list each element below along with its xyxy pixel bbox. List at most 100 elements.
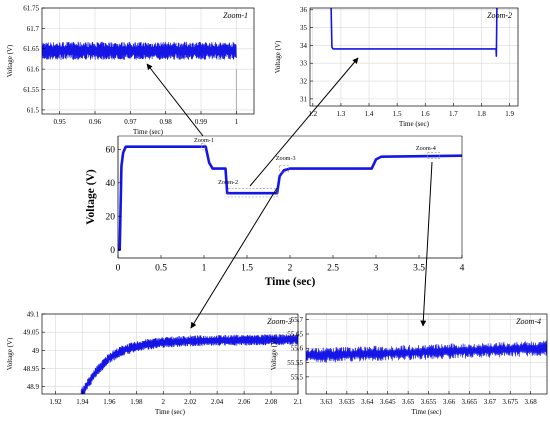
- x-axis-label: Time (sec): [265, 276, 316, 288]
- x-tick-label: 1.3: [337, 110, 346, 118]
- callout-arrow-4: [420, 161, 433, 327]
- y-axis-label: Voltage (V): [6, 337, 14, 370]
- plot-area: [42, 8, 254, 114]
- x-tick-label: 2.08: [265, 398, 278, 406]
- axes-frame: [309, 7, 519, 107]
- x-tick-label: 0.99: [195, 118, 208, 126]
- y-tick-label: 0: [110, 246, 115, 256]
- zoom-box-4: [427, 152, 440, 159]
- x-tick-label: 1.7: [449, 110, 458, 118]
- x-tick-label: 0.97: [124, 118, 137, 126]
- x-tick-label: 4: [460, 264, 465, 274]
- callout-arrow-3: [190, 187, 278, 329]
- zoom-label: Zoom-1: [223, 11, 248, 20]
- y-axis-label: Voltage (V): [6, 44, 14, 77]
- x-tick-label: 3.645: [380, 398, 396, 406]
- y-tick-label: 48.95: [23, 365, 39, 373]
- y-tick-label: 36: [300, 6, 308, 14]
- zoom-marker-label-4: Zoom-4: [416, 145, 436, 152]
- x-tick-label: 3: [374, 264, 379, 274]
- y-axis-label: Voltage (V): [270, 337, 278, 370]
- y-tick-label: 61.7: [27, 25, 40, 33]
- chart-zoom4: 3.63 3.635 3.64 3.645 3.65 3.655 3.66 3.665 3.67…: [270, 313, 548, 416]
- x-tick-label: 2.02: [184, 398, 197, 406]
- x-axis-label: Time (sec): [155, 408, 186, 416]
- x-tick-label: 1.92: [49, 398, 62, 406]
- x-tick-label: 3.665: [462, 398, 478, 406]
- y-tick-label: 61.75: [23, 4, 39, 12]
- chart-zoom2: 1.2 1.3 1.4 1.5 1.6 1.7 1.8 1.9 31 32 33 34 35 36 Time…: [274, 6, 519, 128]
- x-tick-label: 0.95: [54, 118, 67, 126]
- x-tick-label: 3.63: [320, 398, 333, 406]
- x-tick-label: 1.8: [477, 110, 486, 118]
- x-tick-label: 1.6: [421, 110, 430, 118]
- x-axis-label: Time (sec): [412, 408, 443, 416]
- x-tick-label: 3.675: [502, 398, 518, 406]
- y-tick-label: 55.6: [291, 345, 304, 353]
- x-tick-label: 2.5: [327, 264, 339, 274]
- x-tick-label: 1.94: [76, 398, 89, 406]
- chart-zoom3: 1.92 1.94 1.96 1.98 2 2.02 2.04 2.06 2.08 2.1 48.9…: [6, 310, 303, 416]
- y-tick-label: 61.55: [23, 86, 39, 94]
- callout-arrow-2: [249, 57, 359, 187]
- x-tick-label: 0: [116, 264, 121, 274]
- x-tick-label: 3.66: [443, 398, 456, 406]
- x-tick-label: 3.655: [421, 398, 437, 406]
- y-axis-label: Voltage (V): [85, 169, 97, 225]
- x-tick-label: 1.4: [365, 110, 374, 118]
- x-tick-label: 0.5: [155, 264, 167, 274]
- x-tick-label: 1.96: [103, 398, 116, 406]
- y-tick-label: 34: [300, 42, 308, 50]
- x-axis-label: Time (sec): [133, 128, 164, 136]
- y-tick-label: 61.5: [27, 106, 40, 114]
- series-line-0: [80, 334, 298, 394]
- x-tick-label: 1.5: [241, 264, 253, 274]
- zoom-marker-label-2: Zoom-2: [218, 179, 238, 186]
- series-line-0: [42, 41, 237, 60]
- y-tick-label: 48.9: [27, 383, 40, 391]
- plot-area: [310, 8, 518, 106]
- x-tick-label: 2.1: [294, 398, 303, 406]
- zoom-marker-label-1: Zoom-1: [194, 137, 214, 144]
- y-tick-label: 55.65: [287, 330, 303, 338]
- x-axis-label: Time (sec): [399, 120, 430, 128]
- x-tick-label: 0.96: [89, 118, 102, 126]
- zoom-label: Zoom-3: [267, 317, 292, 326]
- x-tick-label: 2: [288, 264, 293, 274]
- series-line-0: [330, 8, 498, 57]
- x-tick-label: 3.65: [402, 398, 415, 406]
- x-tick-label: 1.5: [393, 110, 402, 118]
- x-tick-label: 1: [202, 264, 207, 274]
- y-tick-label: 60: [106, 146, 116, 156]
- y-tick-label: 55.55: [287, 359, 303, 367]
- zoom-box-2: [227, 188, 278, 198]
- y-tick-label: 55.7: [291, 316, 304, 324]
- zoom-box-3: [279, 164, 289, 173]
- x-tick-label: 1.98: [130, 398, 143, 406]
- y-tick-label: 49: [32, 347, 40, 355]
- axes-frame: [305, 313, 548, 395]
- y-tick-label: 32: [300, 78, 308, 86]
- y-tick-label: 35: [300, 24, 308, 32]
- x-tick-label: 3.5: [413, 264, 425, 274]
- x-tick-label: 1.2: [308, 110, 317, 118]
- x-tick-label: 0.98: [160, 118, 173, 126]
- callout-arrow-1: [146, 63, 204, 137]
- zoom-label: Zoom-4: [516, 317, 541, 326]
- zoom-callout-arrows: [146, 57, 433, 329]
- y-tick-label: 33: [300, 60, 308, 68]
- chart-zoom1: 0.95 0.96 0.97 0.98 0.99 1 61.5 61.55 61.6 61.65 6…: [6, 4, 255, 136]
- series-line-0: [306, 340, 547, 363]
- series-line-0: [118, 145, 462, 251]
- x-tick-label: 1: [235, 118, 239, 126]
- x-tick-label: 3.67: [484, 398, 497, 406]
- x-tick-label: 1.9: [505, 110, 514, 118]
- zoom-box-1: [201, 143, 206, 150]
- y-tick-label: 49.05: [23, 329, 39, 337]
- y-tick-label: 31: [300, 95, 308, 103]
- y-axis-label: Voltage (V): [274, 40, 282, 73]
- axes-frame: [41, 313, 299, 395]
- y-tick-label: 61.65: [23, 45, 39, 53]
- y-tick-label: 40: [106, 179, 116, 189]
